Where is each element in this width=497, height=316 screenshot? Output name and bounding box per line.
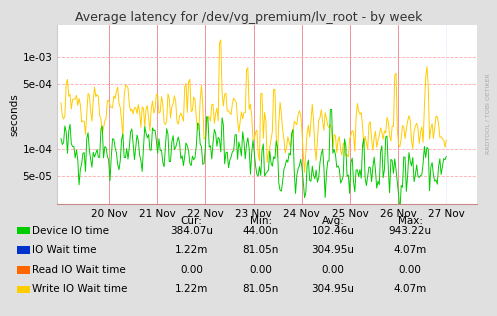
Text: Max:: Max: bbox=[398, 216, 422, 227]
Text: 4.07m: 4.07m bbox=[394, 284, 426, 295]
Text: 102.46u: 102.46u bbox=[312, 226, 354, 236]
Text: 81.05n: 81.05n bbox=[243, 245, 279, 255]
Text: IO Wait time: IO Wait time bbox=[32, 245, 97, 255]
Text: Write IO Wait time: Write IO Wait time bbox=[32, 284, 128, 295]
Text: Min:: Min: bbox=[250, 216, 272, 227]
Y-axis label: seconds: seconds bbox=[9, 93, 20, 136]
Text: 44.00n: 44.00n bbox=[243, 226, 279, 236]
Text: Average latency for /dev/vg_premium/lv_root - by week: Average latency for /dev/vg_premium/lv_r… bbox=[75, 11, 422, 24]
Text: 0.00: 0.00 bbox=[249, 265, 272, 275]
Text: 304.95u: 304.95u bbox=[312, 245, 354, 255]
Text: 943.22u: 943.22u bbox=[389, 226, 431, 236]
Text: 4.07m: 4.07m bbox=[394, 245, 426, 255]
Text: 1.22m: 1.22m bbox=[174, 284, 208, 295]
Text: Read IO Wait time: Read IO Wait time bbox=[32, 265, 126, 275]
Text: 81.05n: 81.05n bbox=[243, 284, 279, 295]
Text: 0.00: 0.00 bbox=[399, 265, 421, 275]
Text: 1.22m: 1.22m bbox=[174, 245, 208, 255]
Text: 384.07u: 384.07u bbox=[170, 226, 213, 236]
Text: Device IO time: Device IO time bbox=[32, 226, 109, 236]
Text: 0.00: 0.00 bbox=[180, 265, 203, 275]
Text: Cur:: Cur: bbox=[180, 216, 202, 227]
Text: Avg:: Avg: bbox=[322, 216, 344, 227]
Text: 304.95u: 304.95u bbox=[312, 284, 354, 295]
Text: RRDTOOL / TOBI OETIKER: RRDTOOL / TOBI OETIKER bbox=[486, 73, 491, 154]
Text: 0.00: 0.00 bbox=[322, 265, 344, 275]
